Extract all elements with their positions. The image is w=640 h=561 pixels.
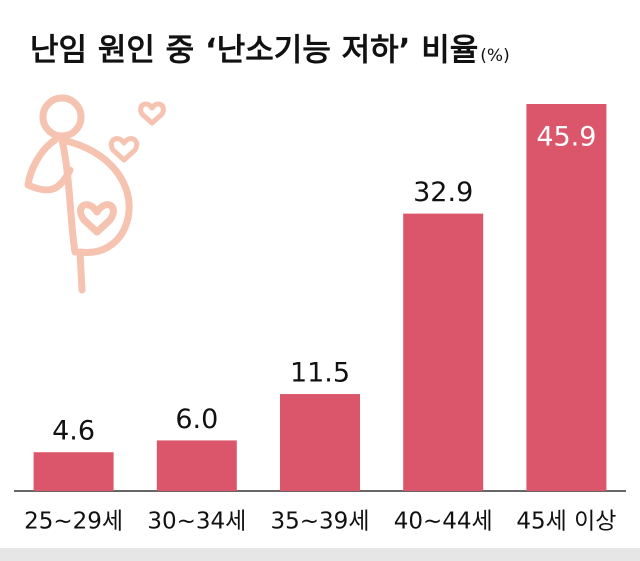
x-tick-label: 40~44세 bbox=[394, 509, 493, 535]
chart-title: 난임 원인 중 ‘난소기능 저하’ 비율 bbox=[30, 33, 478, 69]
bar bbox=[33, 452, 114, 491]
value-label: 6.0 bbox=[175, 404, 218, 435]
value-label: 32.9 bbox=[413, 177, 473, 208]
value-label: 4.6 bbox=[52, 416, 95, 447]
x-tick-label: 35~39세 bbox=[271, 509, 370, 535]
value-label: 11.5 bbox=[290, 358, 350, 389]
bar bbox=[156, 440, 237, 491]
bottom-band bbox=[0, 548, 640, 561]
x-tick-label: 45세 이상 bbox=[516, 509, 616, 535]
decorative-icon bbox=[24, 94, 166, 294]
x-tick-label: 30~34세 bbox=[147, 509, 246, 535]
bar bbox=[526, 104, 607, 491]
bar bbox=[280, 394, 360, 491]
bar bbox=[403, 213, 484, 491]
x-tick-label: 25~29세 bbox=[24, 509, 123, 535]
value-label: 45.9 bbox=[536, 122, 596, 153]
unit-label: (%) bbox=[480, 46, 509, 66]
